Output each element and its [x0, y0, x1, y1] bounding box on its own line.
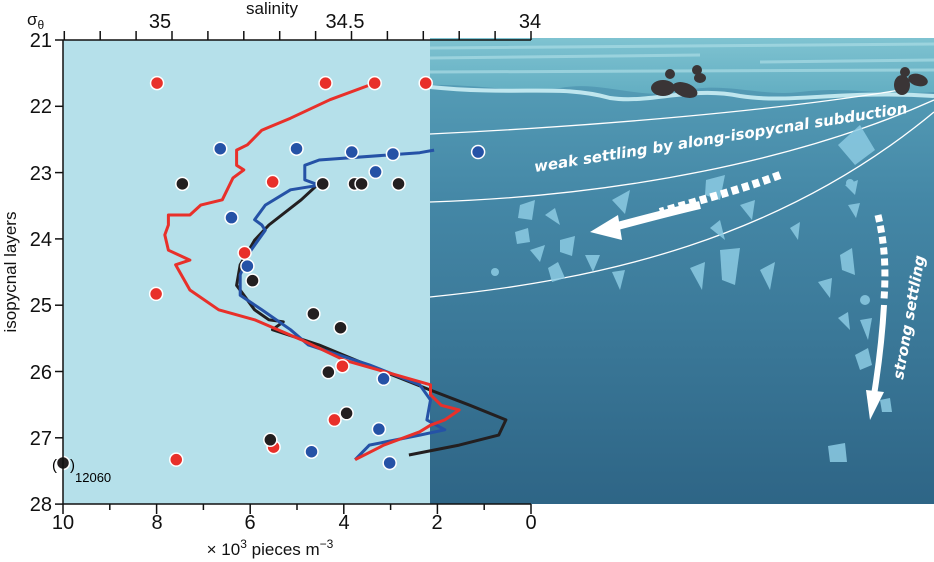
x-tick-label: 8 [151, 512, 162, 534]
seabird-icon [894, 67, 928, 95]
black-salinity-profile [235, 182, 508, 457]
surface-foam [429, 85, 934, 102]
red-data-point [149, 75, 165, 91]
x-axis-title-part: × 10 [207, 540, 241, 559]
x-axis-title: × 103 pieces m−3 [207, 537, 334, 559]
red-data-point [169, 452, 184, 467]
y-tick-label: 21 [30, 30, 52, 52]
black-data-point [263, 432, 278, 448]
seabird-icon [651, 65, 706, 98]
plastic-fragments [491, 125, 892, 462]
isopycnal-line [429, 111, 934, 298]
ocean-surface [430, 38, 934, 94]
y-tick-labels: 21 22 23 24 25 26 27 28 [30, 30, 52, 516]
y-axis-title: isopycnal layers [1, 212, 20, 333]
red-data-point [265, 174, 280, 190]
y-tick-label: 23 [30, 163, 52, 185]
top-tick-label: 34 [519, 11, 541, 33]
blue-data-point [368, 164, 383, 180]
black-data-point [333, 320, 348, 335]
x-tick-label: 0 [525, 512, 536, 534]
x-tick-label: 6 [244, 512, 255, 534]
x-tick-label: 2 [431, 512, 442, 534]
black-data-point [315, 176, 330, 192]
y-tick-label: 28 [30, 494, 52, 516]
black-data-point [175, 176, 190, 192]
black-data-point [354, 176, 369, 192]
ocean-illustration: weak settling by along-isopycnal subduct… [429, 38, 934, 504]
black-data-point [321, 364, 336, 380]
x-axis-title-part: pieces m [247, 540, 320, 559]
red-data-point [327, 412, 342, 428]
red-data-point [367, 75, 382, 91]
y-tick-label: 26 [30, 362, 52, 384]
top-tick-labels: 35 34.5 34 [149, 11, 541, 33]
sigma-symbol: σ [27, 10, 38, 29]
blue-salinity-profile [238, 148, 447, 461]
sigma-theta-label: σθ [27, 10, 45, 32]
weak-settling-arrow [590, 171, 782, 240]
top-tick-label: 34.5 [326, 11, 365, 33]
y-tick-label: 27 [30, 428, 52, 450]
outlier-value-label: 12060 [75, 470, 111, 485]
blue-data-point [376, 371, 391, 387]
blue-data-point [289, 141, 304, 156]
x-axis-title-sup: 3 [240, 537, 247, 551]
y-tick-label: 24 [30, 229, 52, 251]
blue-data-point [240, 258, 255, 274]
blue-data-point [470, 144, 486, 160]
red-data-point [318, 75, 333, 91]
red-data-point [418, 75, 433, 91]
blue-data-point [371, 421, 387, 437]
outlier-paren-open: ( [52, 457, 57, 474]
isopycnal-line [429, 89, 901, 135]
blue-data-point [344, 144, 360, 160]
blue-data-point [382, 455, 397, 471]
y-tick-label: 25 [30, 295, 52, 317]
blue-data-point [224, 210, 239, 225]
wave-highlight [429, 42, 934, 74]
ticks [55, 31, 532, 514]
red-salinity-profile [163, 81, 461, 462]
x-tick-label: 4 [338, 512, 349, 534]
x-axis-title-sup: −3 [320, 537, 334, 551]
red-data-point [148, 286, 164, 302]
strong-settling-arrow [866, 214, 889, 420]
top-tick-label: 35 [149, 11, 171, 33]
black-data-point [339, 406, 354, 421]
data-points [55, 75, 486, 471]
x-tick-labels: 10 8 6 4 2 0 [52, 512, 537, 534]
red-data-point [335, 358, 350, 374]
theta-subscript: θ [38, 18, 45, 32]
black-data-point [245, 273, 260, 288]
black-data-point [391, 176, 406, 192]
top-axis-title: salinity [246, 0, 298, 18]
y-tick-label: 22 [30, 96, 52, 118]
blue-data-point [385, 146, 401, 162]
red-data-point [237, 245, 252, 261]
salinity-profiles [163, 81, 508, 462]
blue-data-point [212, 141, 228, 156]
black-data-point [306, 306, 321, 322]
blue-data-point [304, 444, 319, 459]
isopycnal-line [429, 99, 934, 203]
outlier-paren-close: ) [70, 457, 75, 474]
x-tick-label: 10 [52, 512, 74, 534]
